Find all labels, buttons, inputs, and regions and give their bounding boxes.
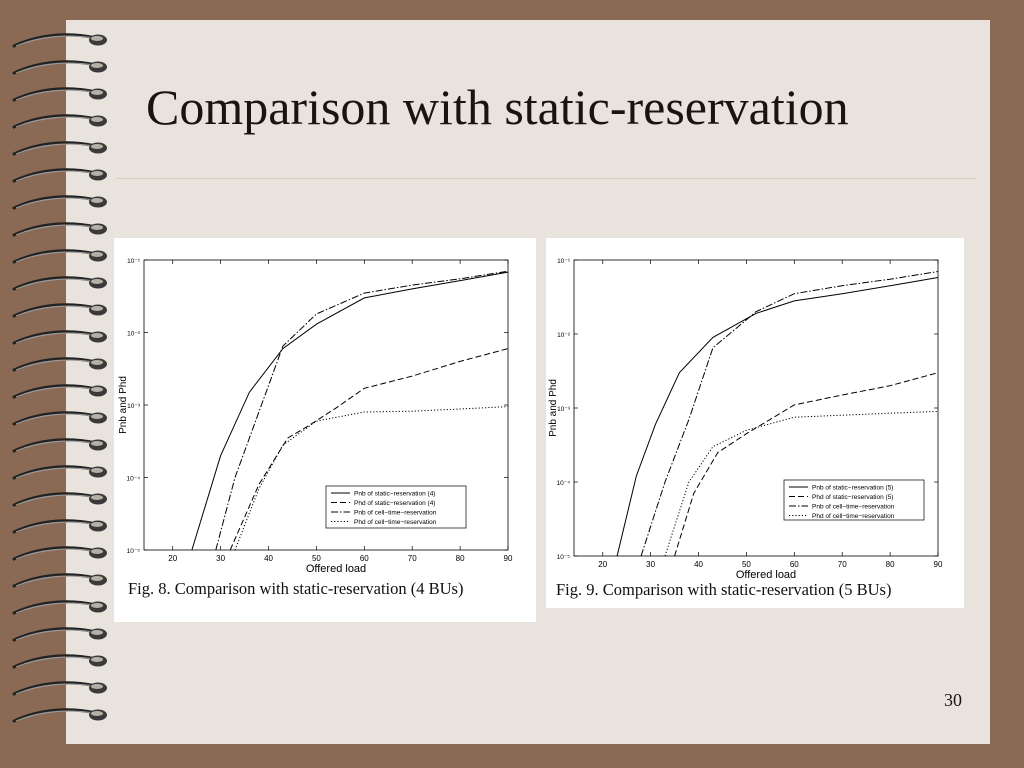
legend-label: Phd of static−reservation (5): [812, 494, 893, 501]
legend-label: Phd of cell−time−reservation: [354, 519, 437, 526]
x-tick-label: 30: [646, 560, 655, 569]
binding-ring: [12, 249, 107, 264]
figure-panel-fig9: 20 30 40 50 60 70 80 90 10⁻⁵ 10⁻⁴ 10⁻³ 10⁻² 10⁻¹ Offe…: [546, 238, 964, 608]
y-tick-label: 10⁻⁴: [127, 476, 141, 483]
series-line: [234, 406, 509, 551]
binding-ring: [12, 465, 107, 480]
binding-ring: [12, 519, 107, 534]
series-line: [640, 271, 939, 557]
x-axis-label: Offered load: [736, 569, 796, 578]
x-tick-label: 60: [790, 560, 799, 569]
binding-ring: [12, 438, 107, 453]
series-line: [215, 270, 509, 551]
title-divider: [116, 178, 976, 179]
binding-ring: [12, 411, 107, 426]
binding-ring: [12, 573, 107, 588]
binding-ring: [12, 87, 107, 102]
binding-ring: [12, 492, 107, 507]
y-tick-label: 10⁻⁵: [127, 548, 141, 555]
x-tick-label: 40: [264, 554, 273, 563]
x-tick-label: 20: [168, 554, 177, 563]
y-tick-label: 10⁻²: [127, 331, 141, 338]
figure-caption-fig9: Fig. 9. Comparison with static-reservati…: [556, 580, 892, 599]
series-line: [191, 271, 509, 551]
binding-ring: [12, 330, 107, 345]
series-line: [664, 410, 939, 557]
figure-caption-fig8: Fig. 8. Comparison with static-reservati…: [128, 579, 464, 598]
binding-ring: [12, 33, 107, 48]
binding-ring: [12, 681, 107, 696]
y-tick-label: 10⁻²: [557, 332, 571, 339]
x-tick-label: 50: [742, 560, 751, 569]
legend-label: Phd of cell−time−reservation: [812, 513, 895, 520]
y-tick-label: 10⁻⁴: [557, 480, 571, 487]
x-tick-label: 20: [598, 560, 607, 569]
chart-legend: Pnb of static−reservation (5) Phd of stat…: [783, 479, 925, 521]
x-tick-label: 50: [312, 554, 321, 563]
legend-label: Phd of static−reservation (4): [354, 500, 435, 507]
chart-fig9: 20 30 40 50 60 70 80 90 10⁻⁵ 10⁻⁴ 10⁻³ 10⁻² 10⁻¹ Offe…: [548, 258, 943, 578]
y-axis-label: Pnb and Phd: [548, 379, 559, 437]
figure-panel-fig8: 20 30 40 50 60 70 80 90 10⁻⁵ 10⁻⁴ 10⁻³ 10⁻² 10⁻¹ Offe…: [114, 238, 536, 622]
binding-ring: [12, 627, 107, 642]
x-tick-label: 80: [886, 560, 895, 569]
x-axis-label: Offered load: [306, 563, 366, 575]
page-number: 30: [944, 690, 962, 710]
y-tick-label: 10⁻³: [127, 403, 141, 410]
spiral-binding: [12, 33, 107, 723]
x-tick-label: 70: [838, 560, 847, 569]
binding-ring: [12, 654, 107, 669]
binding-ring: [12, 60, 107, 75]
x-tick-label: 60: [360, 554, 369, 563]
y-tick-label: 10⁻¹: [127, 258, 141, 265]
x-tick-label: 40: [694, 560, 703, 569]
series-line: [616, 277, 939, 557]
binding-ring: [12, 357, 107, 372]
chart-fig8: 20 30 40 50 60 70 80 90 10⁻⁵ 10⁻⁴ 10⁻³ 10⁻² 10⁻¹ Offe…: [118, 258, 513, 575]
binding-ring: [12, 303, 107, 318]
x-tick-label: 80: [456, 554, 465, 563]
slide: Comparison with static-reservation 20 30 4…: [66, 20, 990, 744]
x-tick-label: 90: [504, 554, 513, 563]
binding-ring: [12, 195, 107, 210]
slide-frame-strip: [0, 0, 66, 768]
legend-label: Pnb of static−reservation (5): [812, 485, 893, 492]
binding-ring: [12, 708, 107, 723]
binding-ring: [12, 546, 107, 561]
series-line: [674, 372, 939, 557]
binding-ring: [12, 384, 107, 399]
y-tick-label: 10⁻⁵: [557, 554, 571, 561]
binding-ring: [12, 114, 107, 129]
legend-label: Pnb of static−reservation (4): [354, 491, 435, 498]
x-tick-label: 90: [934, 560, 943, 569]
chart-legend: Pnb of static−reservation (4) Phd of stat…: [325, 485, 467, 529]
legend-label: Pnb of cell−time−reservation: [812, 504, 895, 511]
series-line: [229, 348, 509, 551]
y-tick-label: 10⁻¹: [557, 258, 571, 265]
x-tick-label: 30: [216, 554, 225, 563]
binding-ring: [12, 168, 107, 183]
binding-ring: [12, 222, 107, 237]
legend-label: Pnb of cell−time−reservation: [354, 510, 437, 517]
y-axis-label: Pnb and Phd: [118, 376, 129, 434]
binding-ring: [12, 141, 107, 156]
y-tick-label: 10⁻³: [557, 406, 571, 413]
slide-title: Comparison with static-reservation: [146, 79, 849, 135]
x-tick-label: 70: [408, 554, 417, 563]
binding-ring: [12, 276, 107, 291]
binding-ring: [12, 600, 107, 615]
